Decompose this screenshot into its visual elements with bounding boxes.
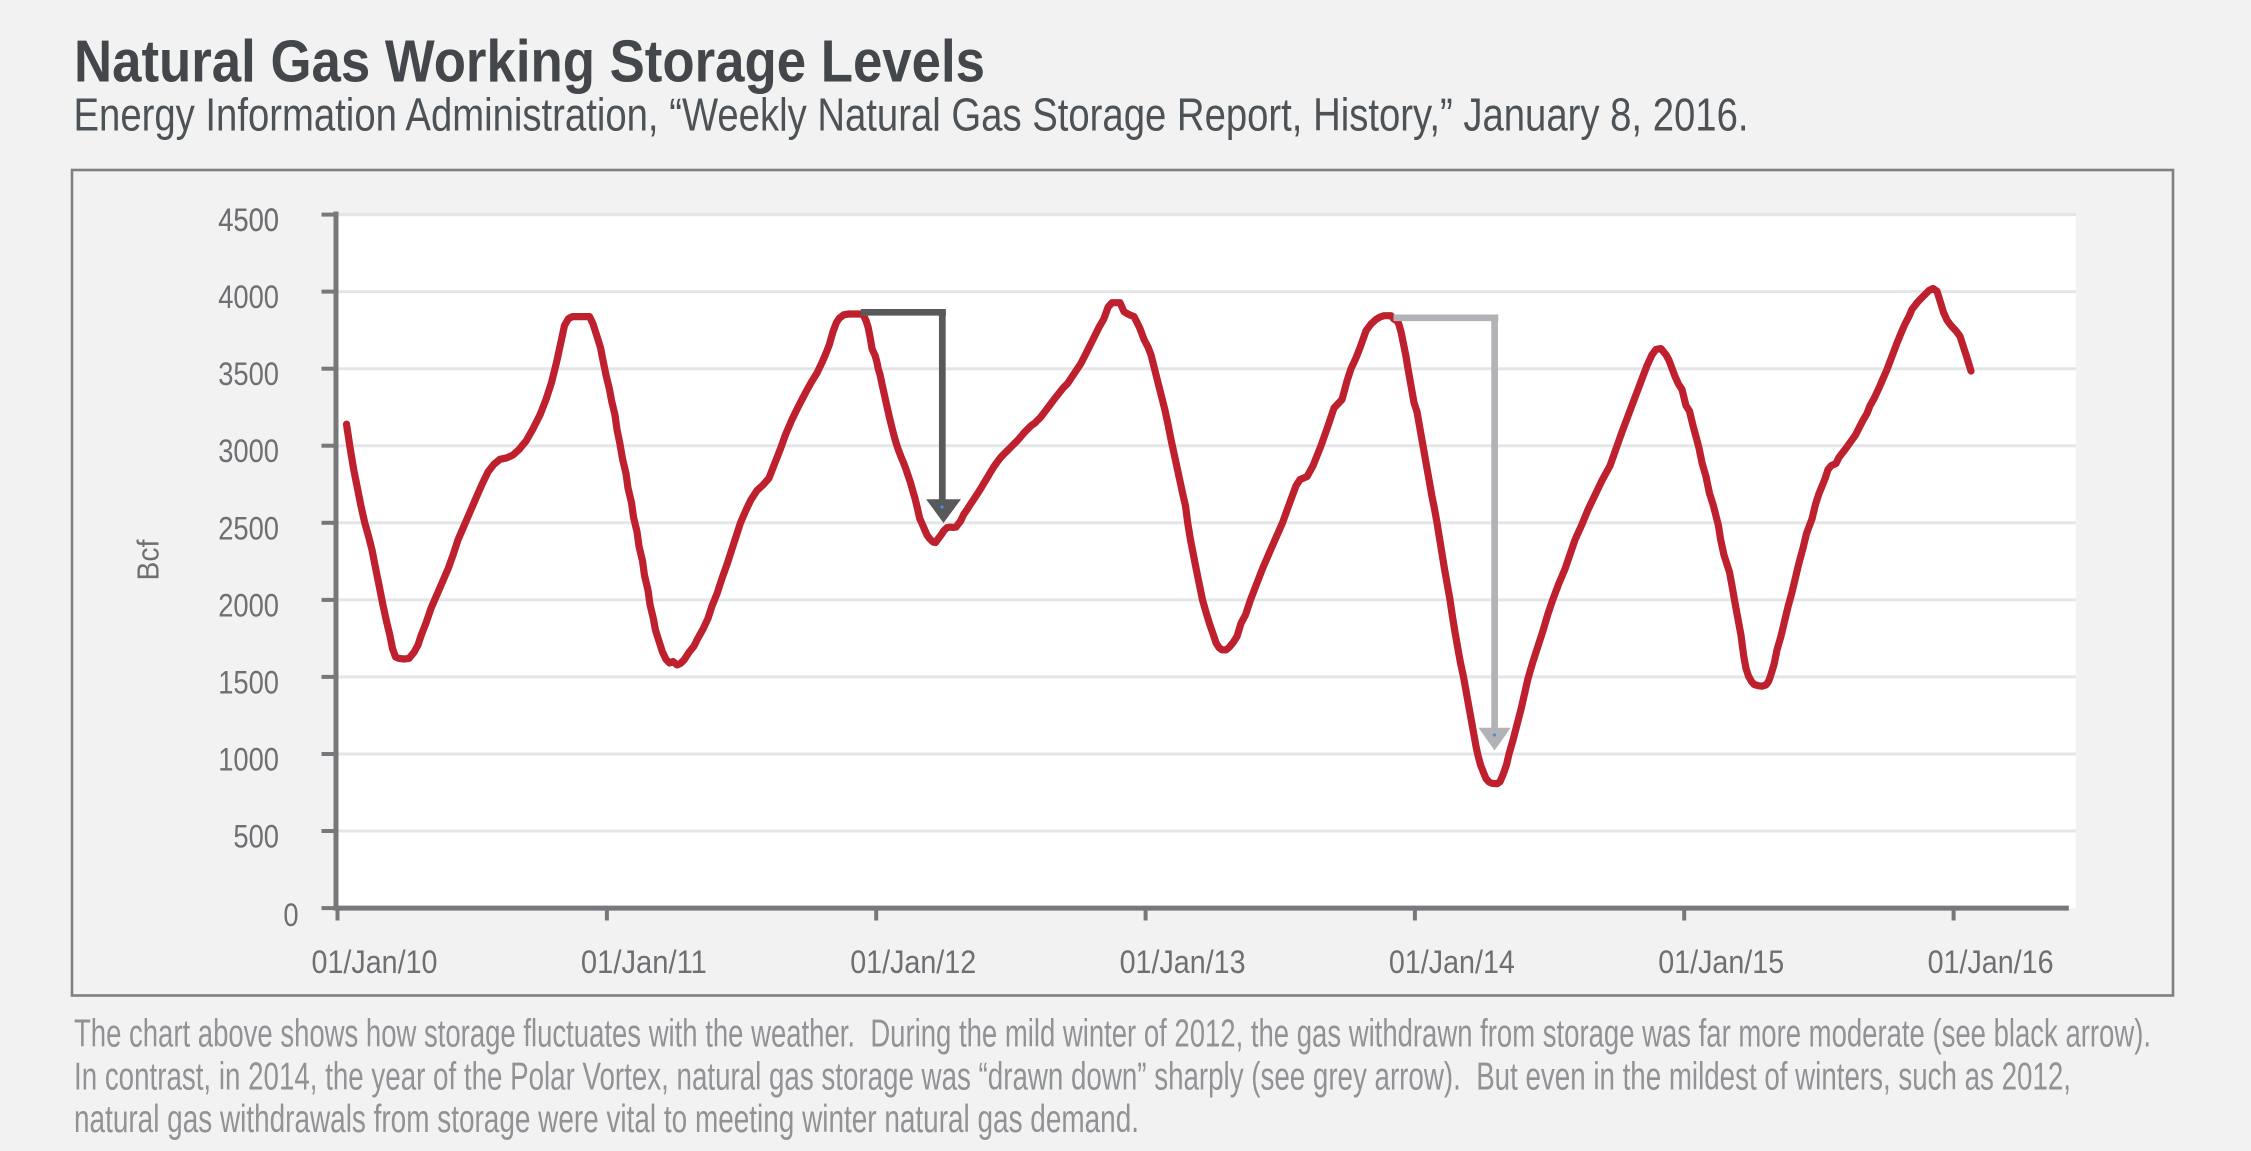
svg-text:01/Jan/14: 01/Jan/14: [1389, 944, 1515, 980]
svg-text:3000: 3000: [218, 433, 279, 469]
svg-text:Bcf: Bcf: [131, 539, 166, 580]
svg-text:Natural Gas Working Storage Le: Natural Gas Working Storage Levels: [74, 29, 985, 95]
svg-text:In contrast, in 2014, the year: In contrast, in 2014, the year of the Po…: [74, 1055, 2071, 1098]
svg-text:500: 500: [233, 819, 279, 855]
svg-text:The chart above shows how stor: The chart above shows how storage fluctu…: [74, 1013, 2151, 1056]
svg-text:Energy Information Administrat: Energy Information Administration, “Week…: [74, 89, 1749, 141]
svg-text:1500: 1500: [218, 664, 279, 700]
svg-text:0: 0: [283, 897, 298, 933]
svg-text:natural gas withdrawals from s: natural gas withdrawals from storage wer…: [74, 1098, 1139, 1141]
svg-text:1000: 1000: [218, 742, 279, 778]
svg-text:2000: 2000: [218, 587, 279, 623]
svg-text:01/Jan/11: 01/Jan/11: [581, 944, 707, 980]
svg-text:01/Jan/12: 01/Jan/12: [850, 944, 976, 980]
svg-text:01/Jan/10: 01/Jan/10: [312, 944, 438, 980]
svg-text:01/Jan/13: 01/Jan/13: [1120, 944, 1246, 980]
svg-text:4000: 4000: [218, 279, 279, 315]
svg-text:2500: 2500: [218, 510, 279, 546]
svg-text:01/Jan/15: 01/Jan/15: [1658, 944, 1784, 980]
svg-text:4500: 4500: [218, 202, 279, 238]
svg-text:3500: 3500: [218, 356, 279, 392]
svg-text:01/Jan/16: 01/Jan/16: [1928, 944, 2054, 980]
svg-text:4500: 4500: [218, 202, 279, 238]
